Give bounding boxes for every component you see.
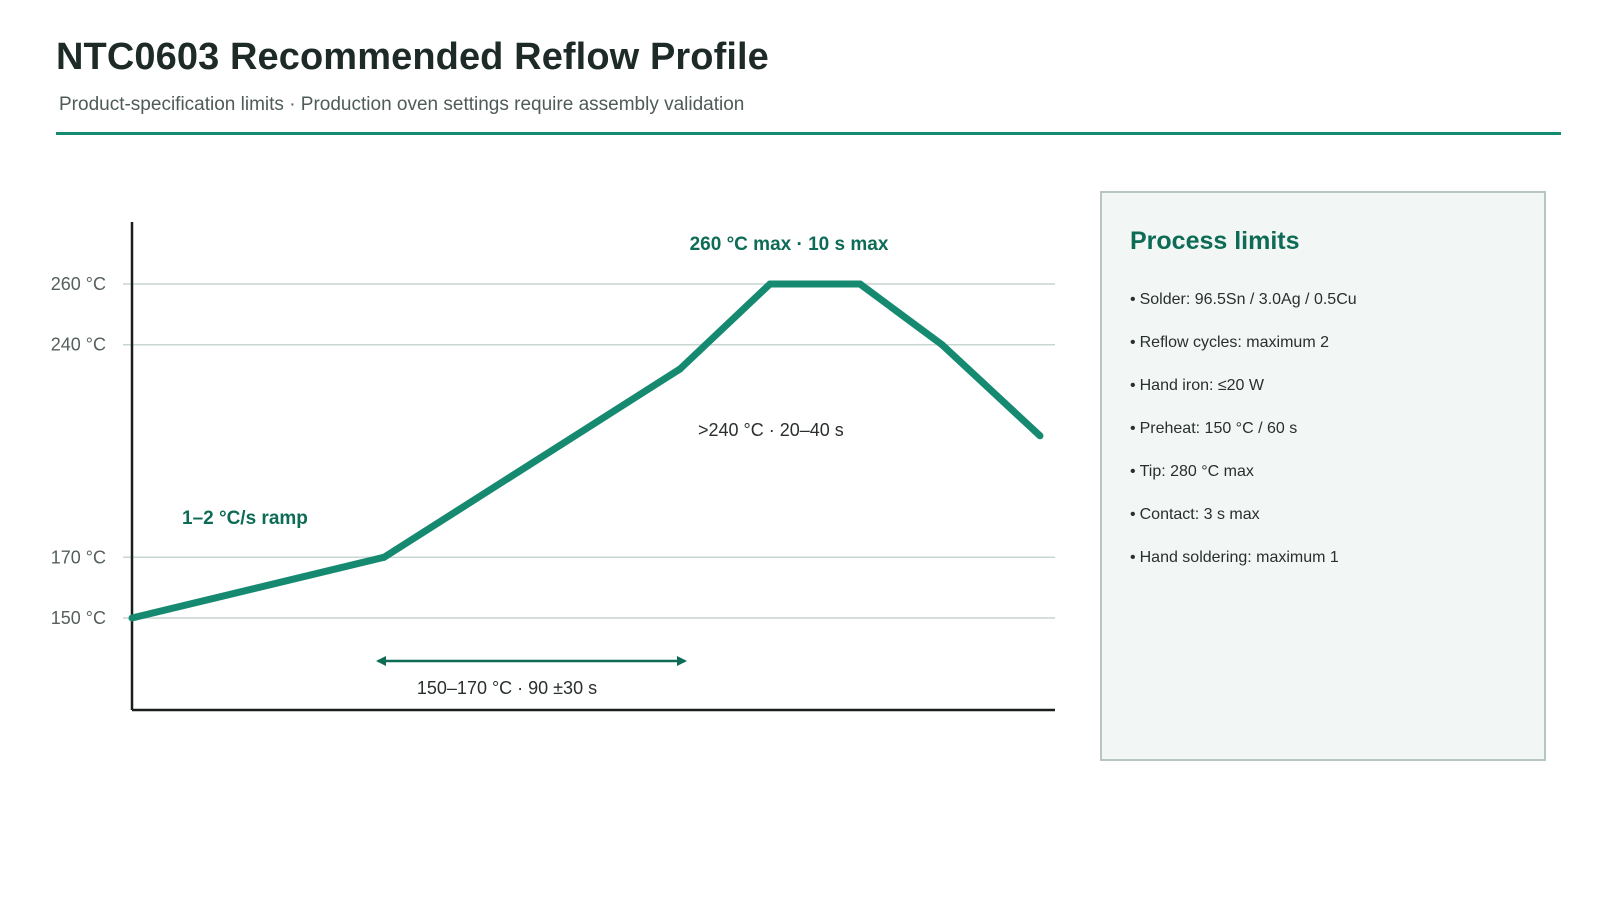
list-item: • Reflow cycles: maximum 2 xyxy=(1130,334,1329,351)
y-tick-label-240: 240 °C xyxy=(51,335,106,355)
series-line-reflow-profile xyxy=(131,280,1043,622)
annotation-above-liquidus: >240 °C · 20–40 s xyxy=(698,420,844,440)
panel-title: Process limits xyxy=(1130,227,1300,255)
y-tick-label-150: 150 °C xyxy=(51,608,106,628)
data-point-4 xyxy=(856,280,864,288)
list-item-text: Hand soldering: maximum 1 xyxy=(1139,549,1339,566)
data-point-1 xyxy=(380,553,388,561)
list-item-text: Reflow cycles: maximum 2 xyxy=(1139,334,1329,351)
y-tick-label-170: 170 °C xyxy=(51,547,106,567)
annotation-soak: 150–170 °C · 90 ±30 s xyxy=(417,678,597,698)
list-item-text: Preheat: 150 °C / 60 s xyxy=(1139,420,1298,437)
page-title: NTC0603 Recommended Reflow Profile xyxy=(56,36,769,78)
list-item: • Hand soldering: maximum 1 xyxy=(1130,549,1339,566)
data-point-6 xyxy=(1036,432,1044,440)
reflow-profile-chart: 150 °C 170 °C 240 °C 260 °C 1–2 °C/s ramp 2… xyxy=(51,222,1055,712)
process-limits-panel: Process limits • Solder: 96.5Sn / 3.0Ag /… xyxy=(1100,191,1546,761)
series-layer xyxy=(128,280,1044,622)
list-item-text: Contact: 3 s max xyxy=(1139,506,1260,523)
list-item: • Preheat: 150 °C / 60 s xyxy=(1130,420,1298,437)
list-item-text: Tip: 280 °C max xyxy=(1139,463,1254,480)
axes xyxy=(130,222,1055,712)
annotation-peak: 260 °C max · 10 s max xyxy=(690,234,889,255)
data-point-2 xyxy=(676,365,684,373)
process-limits-list: • Solder: 96.5Sn / 3.0Ag / 0.5Cu • Reflow … xyxy=(1130,291,1357,592)
grid-lines xyxy=(123,283,1055,619)
data-point-5 xyxy=(938,341,946,349)
data-point-0 xyxy=(128,614,136,622)
y-tick-labels: 150 °C 170 °C 240 °C 260 °C xyxy=(51,274,106,628)
list-item: • Contact: 3 s max xyxy=(1130,506,1260,523)
y-tick-label-260: 260 °C xyxy=(51,274,106,294)
list-item: • Hand iron: ≤20 W xyxy=(1130,377,1264,394)
data-point-3 xyxy=(766,280,774,288)
annotations: 1–2 °C/s ramp 260 °C max · 10 s max >240… xyxy=(182,234,889,698)
header-divider xyxy=(56,132,1561,135)
page-subtitle: Product-specification limits · Productio… xyxy=(59,94,745,115)
list-item: • Solder: 96.5Sn / 3.0Ag / 0.5Cu xyxy=(1130,291,1357,308)
annotation-ramp: 1–2 °C/s ramp xyxy=(182,508,308,529)
list-item: • Tip: 280 °C max xyxy=(1130,463,1254,480)
list-item-text: Hand iron: ≤20 W xyxy=(1139,377,1264,394)
list-item-text: Solder: 96.5Sn / 3.0Ag / 0.5Cu xyxy=(1139,291,1357,308)
